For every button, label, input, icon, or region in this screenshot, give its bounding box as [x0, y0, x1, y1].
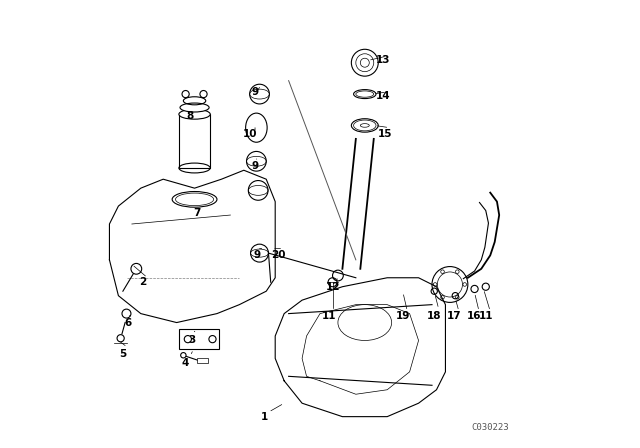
Text: 8: 8 [186, 112, 194, 121]
Bar [179, 329, 219, 349]
Ellipse shape [180, 103, 209, 112]
Circle shape [180, 353, 186, 358]
Text: 11: 11 [322, 311, 336, 321]
Text: 15: 15 [378, 129, 392, 139]
Text: 12: 12 [326, 282, 340, 292]
Text: C030223: C030223 [472, 423, 509, 432]
Circle shape [131, 263, 141, 274]
Text: 10: 10 [243, 129, 258, 139]
Text: 7: 7 [193, 208, 200, 218]
Polygon shape [275, 278, 445, 417]
Bar [179, 114, 210, 168]
Text: 9: 9 [253, 250, 261, 260]
Circle shape [351, 49, 378, 76]
Text: 1: 1 [260, 412, 268, 422]
Text: 17: 17 [447, 311, 461, 321]
Text: 16: 16 [467, 311, 482, 321]
Text: 2: 2 [140, 277, 147, 287]
Text: 3: 3 [189, 336, 196, 345]
Circle shape [184, 336, 191, 343]
Circle shape [471, 285, 478, 293]
Text: 4: 4 [182, 358, 189, 368]
Text: 20: 20 [271, 250, 286, 260]
Text: 13: 13 [376, 56, 390, 65]
Bar [197, 358, 208, 363]
Text: 18: 18 [427, 311, 442, 321]
Circle shape [209, 336, 216, 343]
Text: 14: 14 [376, 91, 390, 101]
Text: 11: 11 [479, 311, 493, 321]
Text: 6: 6 [125, 318, 132, 327]
Text: 9: 9 [252, 161, 259, 171]
Text: 9: 9 [252, 87, 259, 97]
Polygon shape [109, 170, 275, 323]
Text: 5: 5 [119, 349, 127, 359]
Text: 19: 19 [396, 311, 410, 321]
Ellipse shape [179, 109, 210, 119]
